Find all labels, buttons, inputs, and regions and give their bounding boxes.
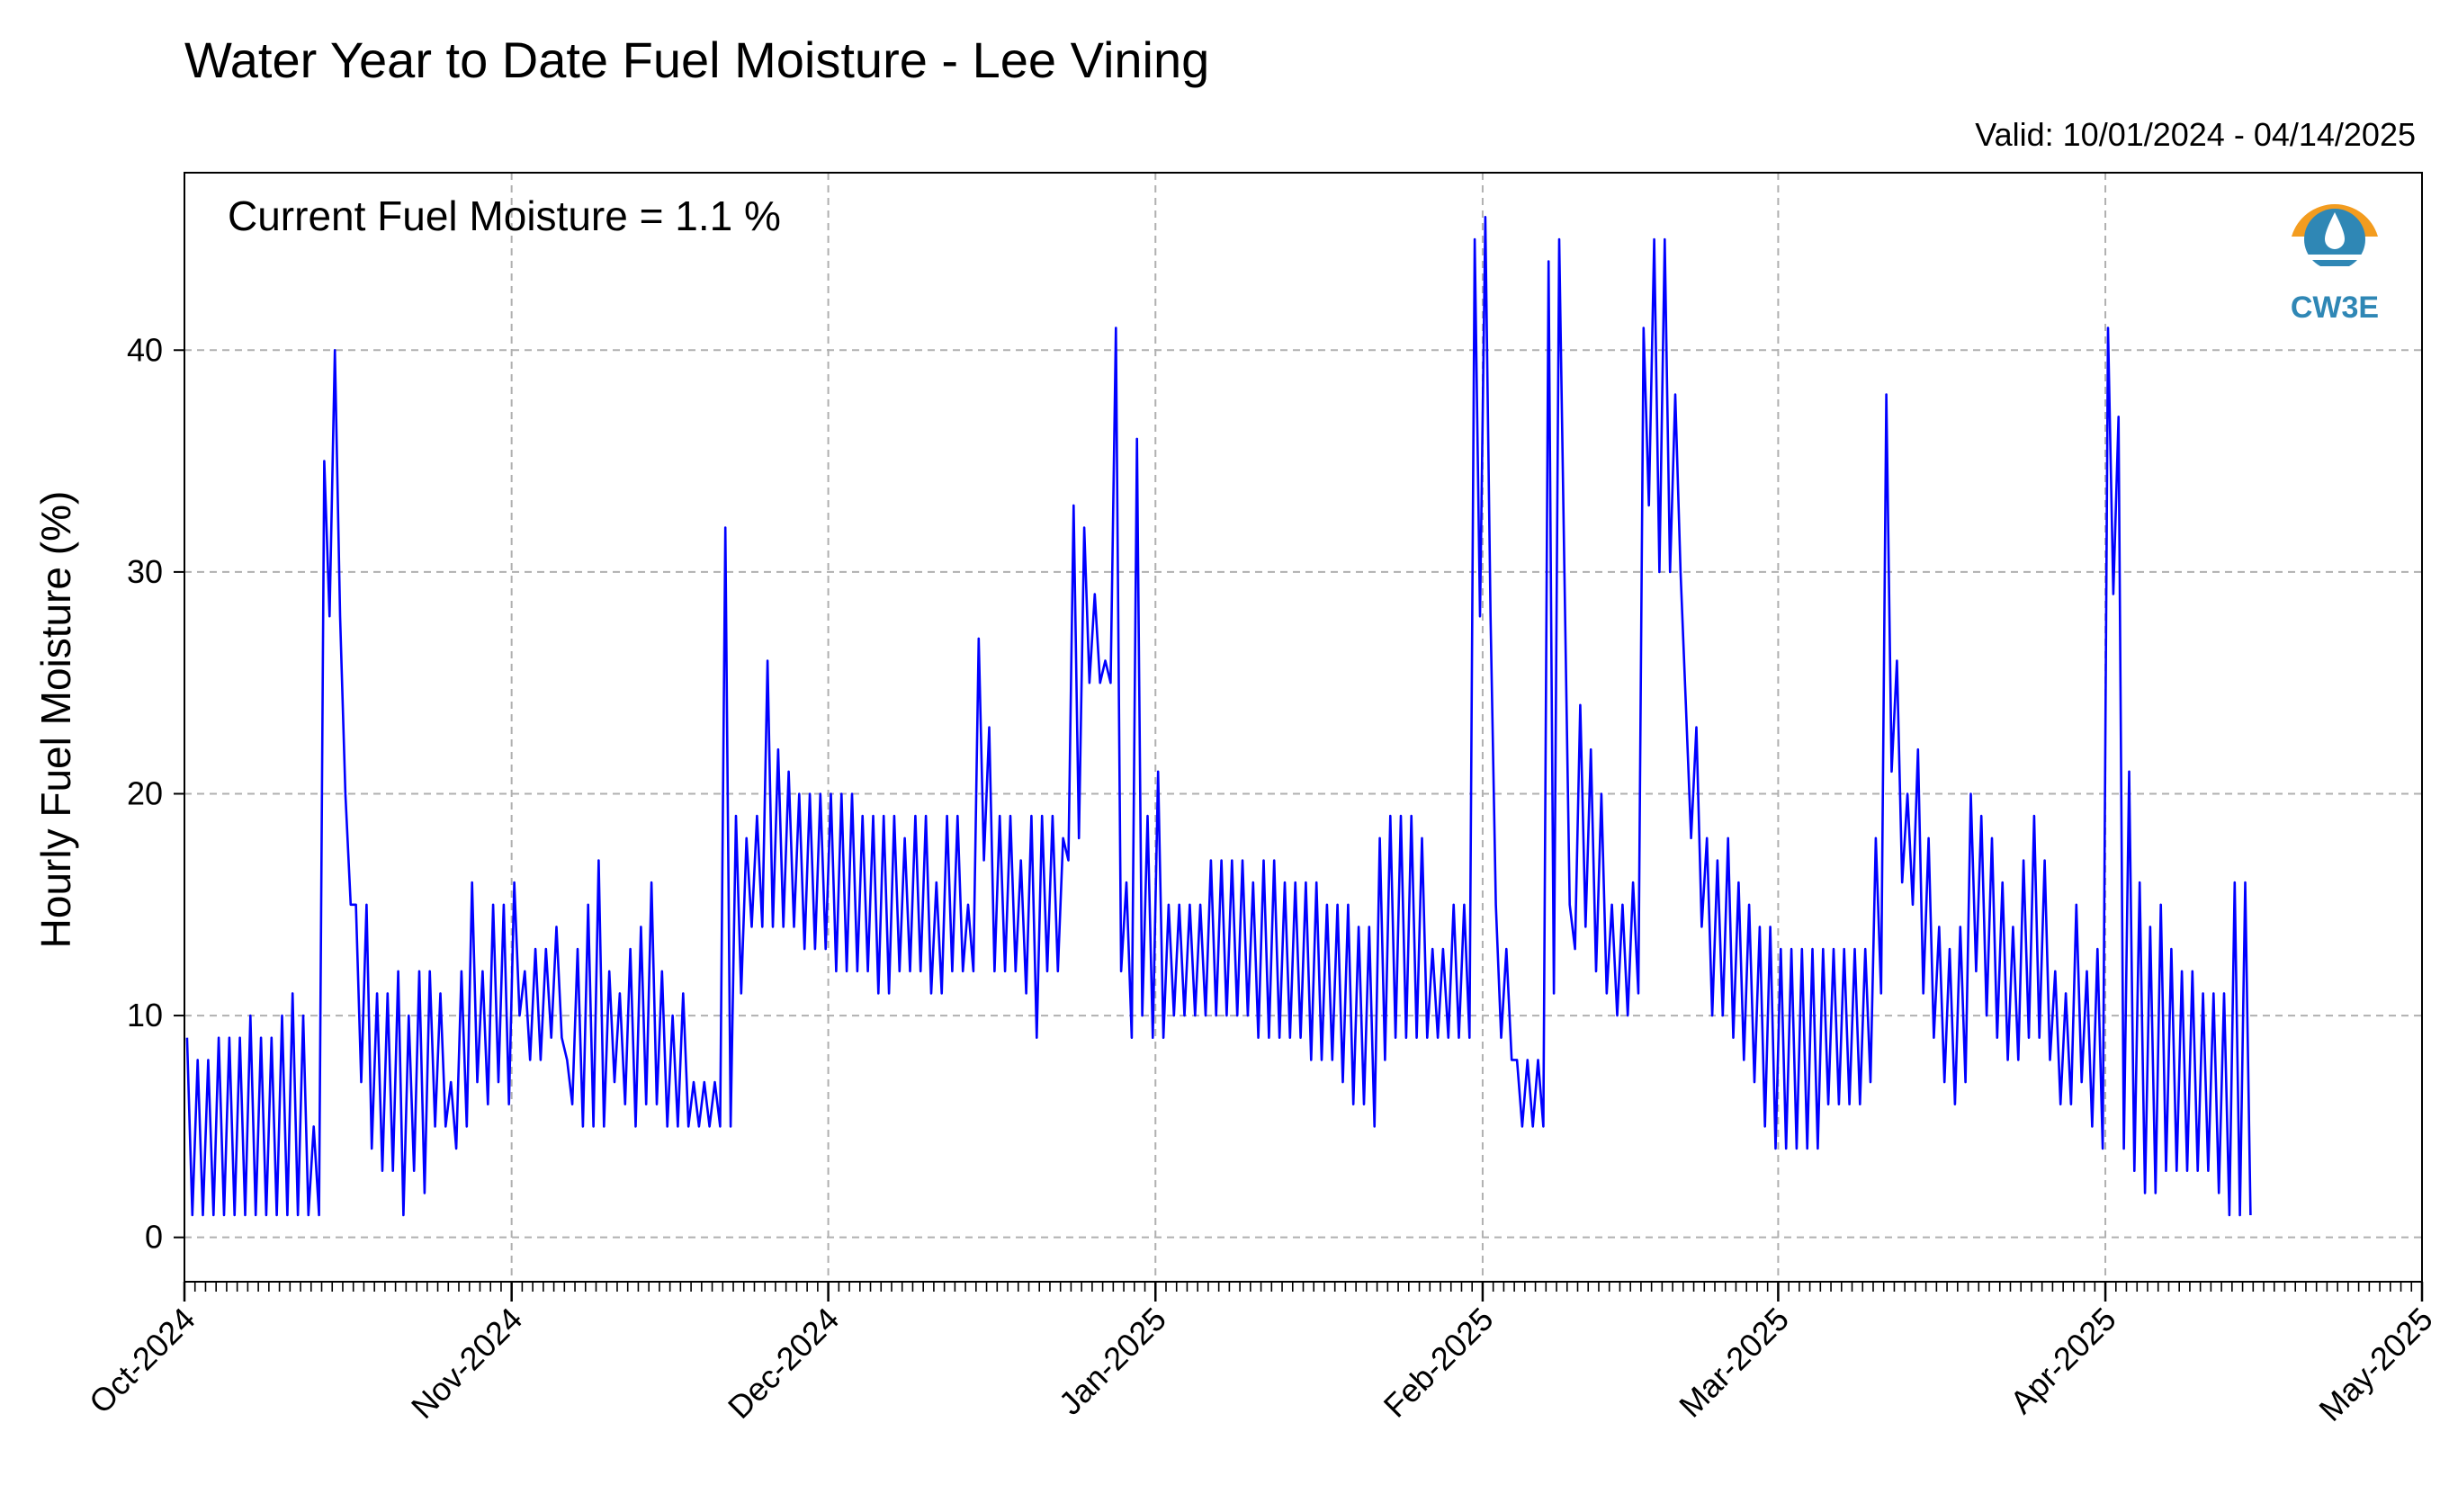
x-tick-label: May-2025 <box>2311 1301 2439 1428</box>
axes: 0 10 20 30 40 Oct-2024 Nov-2024 Dec-2024 Jan-202… <box>82 172 2440 1428</box>
x-tick-label: Nov-2024 <box>404 1301 529 1426</box>
y-tick-label: 30 <box>127 553 163 590</box>
y-tick-label: 0 <box>145 1219 163 1256</box>
x-tick-label: Apr-2025 <box>2003 1301 2123 1421</box>
x-tick-label: Mar-2025 <box>1672 1301 1796 1425</box>
valid-date-range: Valid: 10/01/2024 - 04/14/2025 <box>1975 116 2416 153</box>
data-series <box>185 216 2252 1217</box>
plot-frame <box>184 172 2423 1283</box>
chart-title: Water Year to Date Fuel Moisture - Lee V… <box>184 31 1209 88</box>
grid-lines <box>184 173 2422 1282</box>
x-tick-label: Dec-2024 <box>721 1301 846 1426</box>
x-tick-label: Jan-2025 <box>1052 1301 1173 1422</box>
x-tick-label: Feb-2025 <box>1377 1301 1501 1425</box>
y-axis-label: Hourly Fuel Moisture (%) <box>32 491 79 949</box>
logo-text: CW3E <box>2291 291 2379 325</box>
current-moisture-annotation: Current Fuel Moisture = 1.1 % <box>228 192 781 239</box>
fuel-moisture-line <box>185 216 2252 1217</box>
y-tick-label: 20 <box>127 774 163 811</box>
cw3e-logo-icon: CW3E <box>2291 203 2379 325</box>
x-tick-label: Oct-2024 <box>82 1301 202 1421</box>
y-tick-label: 40 <box>127 331 163 368</box>
y-tick-label: 10 <box>127 997 163 1033</box>
